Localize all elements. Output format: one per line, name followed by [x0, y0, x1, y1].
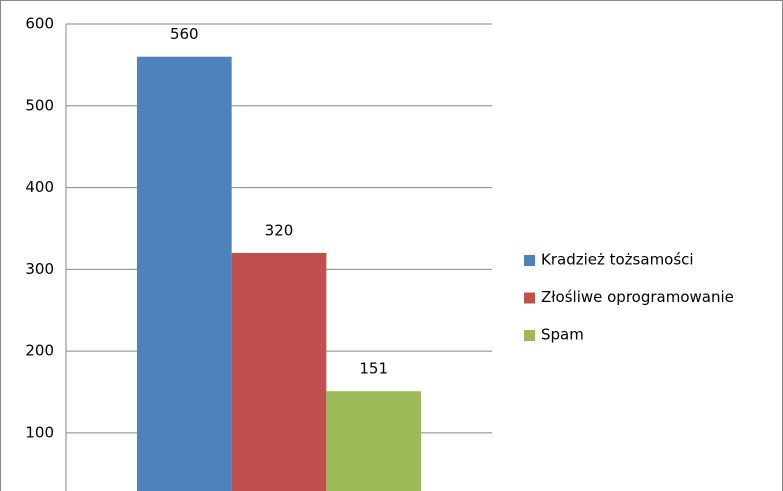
bar: [326, 391, 422, 491]
legend-label: Kradzież tożsamości: [541, 251, 694, 269]
value-label: 320: [265, 222, 294, 240]
value-label: 151: [359, 360, 388, 378]
bar: [231, 253, 327, 491]
legend-swatch: [524, 330, 535, 341]
y-tick-label: 300: [25, 260, 54, 278]
legend-label: Spam: [541, 326, 584, 344]
bar: [136, 56, 232, 491]
y-tick-label: 500: [25, 96, 54, 114]
y-tick-label: 400: [25, 178, 54, 196]
value-label: 560: [170, 25, 199, 43]
legend-swatch: [524, 292, 535, 304]
y-tick-label: 100: [25, 423, 54, 441]
y-tick-label: 200: [25, 342, 54, 360]
legend-label: Złośliwe oprogramowanie: [541, 288, 734, 306]
legend-swatch: [524, 255, 535, 266]
y-tick-label: 600: [25, 15, 54, 33]
